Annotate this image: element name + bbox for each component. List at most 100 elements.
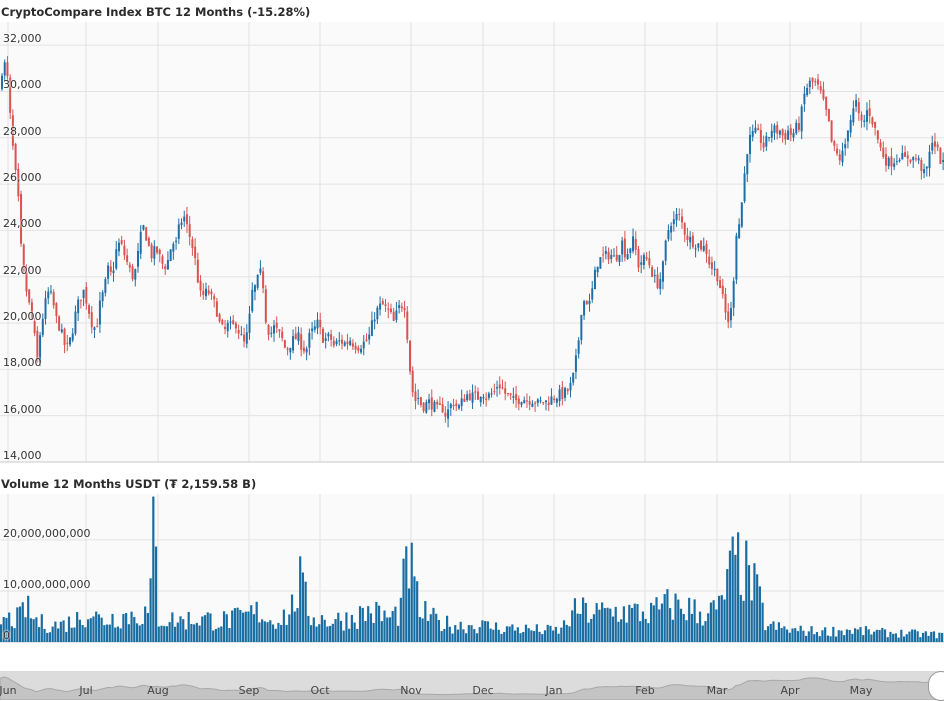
volume-bar (86, 619, 90, 642)
candle-body (865, 110, 868, 122)
candle-body (585, 300, 588, 305)
volume-bar (704, 621, 707, 642)
candle-body (778, 130, 781, 135)
candle-body (555, 398, 558, 403)
price-plot-area (0, 22, 944, 462)
candle-body (156, 246, 159, 253)
candle-body (389, 308, 392, 313)
candle-body (653, 275, 656, 277)
volume-bar (772, 621, 775, 642)
candle-body (694, 248, 697, 250)
volume-bar (40, 614, 43, 642)
candle-body (743, 173, 746, 202)
volume-bar (198, 625, 201, 642)
volume-bar (103, 625, 106, 642)
candle-body (561, 386, 564, 399)
volume-bar (138, 625, 141, 642)
navigator-right-handle[interactable] (928, 671, 944, 701)
candle-body (613, 255, 615, 257)
volume-bar (299, 556, 302, 642)
candle-body (387, 308, 390, 310)
volume-bar (465, 633, 468, 642)
volume-bar (176, 622, 179, 642)
candle-body (642, 255, 645, 266)
candle-body (675, 213, 678, 221)
candle-body (207, 290, 210, 294)
candle-body (879, 142, 882, 148)
price-grid (0, 22, 944, 463)
x-tick-label: May (849, 684, 873, 697)
volume-bar (611, 616, 615, 642)
volume-bar (271, 624, 275, 642)
candle-body (539, 400, 542, 402)
volume-bars (0, 496, 944, 642)
candle-body (126, 255, 129, 262)
volume-bar (293, 611, 296, 642)
candle-body (28, 289, 31, 303)
volume-bar (116, 626, 120, 642)
candle-body (819, 86, 822, 91)
volume-bar (538, 631, 541, 642)
volume-bar (908, 631, 911, 642)
volume-bar (682, 613, 685, 642)
candle-body (425, 401, 428, 413)
candle-body (545, 400, 547, 403)
volume-bar (435, 613, 438, 642)
volume-bar (818, 636, 821, 642)
volume-bar (652, 605, 655, 642)
candle-body (678, 213, 681, 215)
candle-body (137, 250, 139, 267)
candle-body (305, 348, 308, 353)
volume-bar (383, 610, 386, 642)
volume-bar (222, 611, 226, 642)
volume-bar (881, 627, 884, 642)
volume-bar (630, 607, 634, 642)
volume-bar (851, 633, 854, 642)
candle-body (689, 236, 692, 243)
navigator-series (0, 676, 944, 700)
volume-bar (590, 618, 593, 642)
volume-bar (870, 634, 873, 642)
volume-bar (688, 597, 691, 642)
volume-bar (193, 624, 196, 642)
volume-bar (312, 617, 315, 642)
candle-body (640, 262, 643, 265)
candle-body (411, 370, 414, 393)
candle-body (936, 144, 939, 148)
volume-bar (905, 634, 908, 642)
candle-body (890, 156, 893, 167)
price-y-tick-label: 16,000 (3, 402, 42, 416)
volume-bar (454, 625, 457, 642)
volume-bar (280, 624, 283, 642)
volume-bar (810, 626, 813, 642)
volume-bar (146, 613, 149, 642)
candle-body (441, 404, 444, 413)
candle-body (607, 251, 610, 260)
volume-bar (843, 635, 846, 642)
candle-body (253, 285, 256, 292)
volume-bar (0, 624, 3, 642)
candle-body (41, 318, 44, 336)
volume-bar (459, 621, 462, 642)
volume-bar (620, 619, 623, 642)
candle-body (553, 398, 556, 401)
candle-body (621, 240, 624, 255)
volume-bar (413, 576, 416, 642)
candle-body (36, 330, 39, 362)
volume-bar (666, 589, 669, 642)
volume-bar (307, 615, 310, 642)
candle-body (645, 257, 648, 259)
candle-body (528, 400, 531, 405)
candle-body (857, 102, 860, 114)
price-y-tick-label: 20,000 (3, 310, 42, 324)
volume-bar (606, 607, 609, 642)
candle-body (817, 79, 819, 85)
candle-body (164, 266, 167, 270)
candle-body (710, 262, 713, 269)
volume-bar (201, 616, 204, 642)
volume-bar (57, 628, 60, 642)
candle-body (11, 115, 14, 146)
candle-body (659, 279, 662, 289)
volume-bar (388, 617, 392, 642)
